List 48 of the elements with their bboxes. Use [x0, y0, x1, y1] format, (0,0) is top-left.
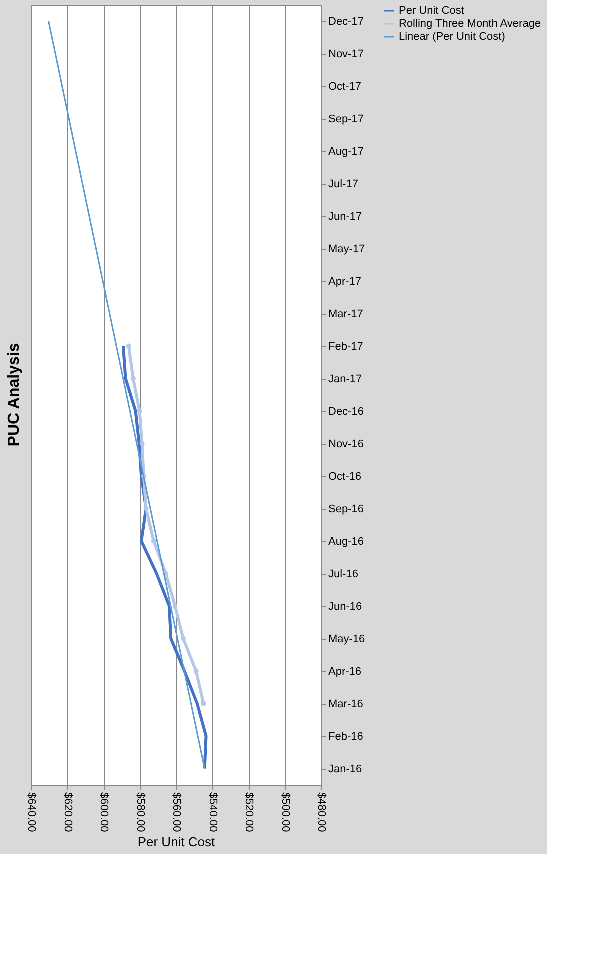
- x-tick-label: $640.00: [26, 792, 38, 832]
- y-tick-label: Oct-16: [328, 470, 362, 483]
- y-tick-label: Dec-17: [328, 16, 364, 28]
- y-tick-label: Aug-16: [328, 536, 364, 548]
- x-tick-label: $520.00: [243, 792, 255, 832]
- y-tick-label: Jan-16: [328, 763, 362, 776]
- legend-label: Rolling Three Month Average: [399, 18, 542, 30]
- y-tick-label: Jun-16: [328, 600, 362, 613]
- y-tick-label: Nov-16: [328, 438, 364, 450]
- y-tick-label: Sep-17: [328, 113, 364, 126]
- point: [194, 668, 199, 674]
- x-tick-label: $580.00: [134, 792, 146, 832]
- x-tick-label: $480.00: [316, 792, 328, 832]
- y-tick-label: Nov-17: [328, 48, 364, 60]
- y-tick-label: Mar-17: [328, 308, 364, 320]
- x-tick-label: $500.00: [279, 792, 292, 832]
- x-axis-title: Per Unit Cost: [138, 834, 216, 850]
- x-tick-label: $540.00: [206, 792, 219, 832]
- y-tick-label: Aug-17: [328, 146, 364, 158]
- y-tick-label: Jul-16: [328, 568, 358, 580]
- y-tick-label: Sep-16: [328, 503, 364, 516]
- point: [144, 506, 149, 512]
- legend-label: Per Unit Cost: [399, 5, 464, 17]
- x-tick-label: $620.00: [62, 792, 74, 832]
- point: [140, 441, 145, 446]
- point: [172, 604, 178, 609]
- x-tick-label: $560.00: [170, 792, 182, 832]
- y-tick-label: Jul-17: [328, 178, 358, 190]
- point: [137, 408, 142, 414]
- point: [201, 701, 206, 706]
- y-tick-label: May-16: [328, 633, 366, 646]
- y-tick-label: Dec-16: [328, 406, 364, 418]
- point: [126, 344, 132, 349]
- point: [151, 538, 156, 544]
- y-tick-label: Apr-16: [328, 666, 362, 678]
- y-tick-label: Apr-17: [328, 276, 362, 288]
- y-tick-label: Oct-17: [328, 80, 362, 93]
- legend-label: Linear (Per Unit Cost): [399, 31, 506, 43]
- y-tick-label: Jun-17: [328, 210, 362, 223]
- y-tick-label: Feb-16: [328, 730, 364, 743]
- y-tick-label: Jan-17: [328, 373, 362, 386]
- y-tick-label: Mar-16: [328, 698, 364, 710]
- x-tick-label: $600.00: [98, 792, 110, 832]
- point: [130, 376, 136, 382]
- y-tick-label: Feb-17: [328, 340, 364, 353]
- text: PUC Analysis: [6, 343, 23, 447]
- point: [180, 636, 186, 642]
- y-tick-label: May-17: [328, 243, 366, 256]
